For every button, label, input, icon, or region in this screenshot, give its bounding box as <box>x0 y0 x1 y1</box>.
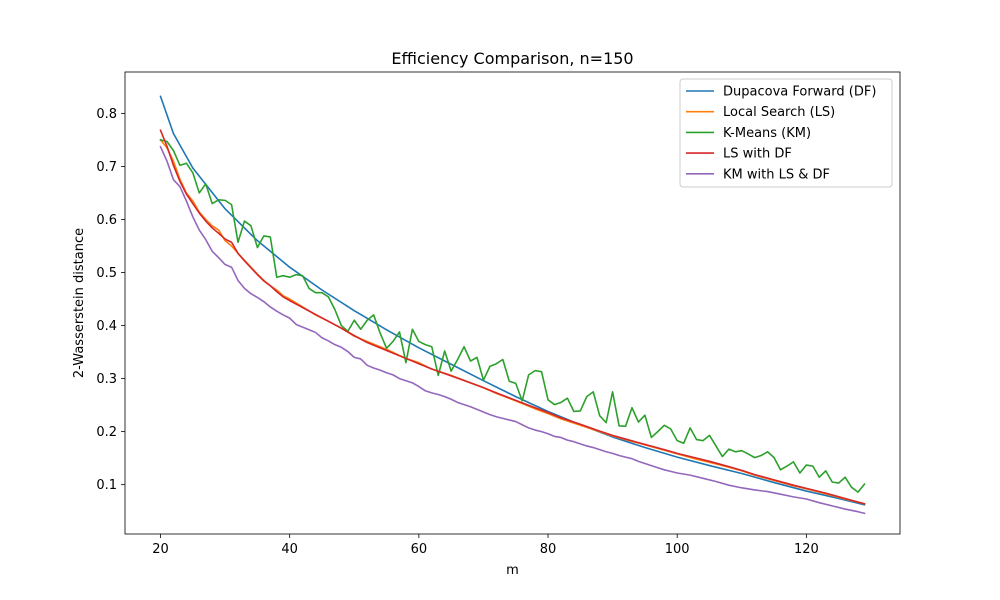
x-axis-label: m <box>506 563 519 578</box>
x-tick-label: 40 <box>281 542 298 557</box>
series-line-4 <box>159 129 866 505</box>
series-line-2 <box>159 138 866 505</box>
x-tick-label: 100 <box>665 542 690 557</box>
series-layer <box>159 95 866 515</box>
legend-label-5: KM with LS & DF <box>723 167 830 182</box>
y-tick-label: 0.1 <box>96 478 117 493</box>
y-tick-label: 0.8 <box>96 107 117 122</box>
y-tick-label: 0.7 <box>96 160 117 175</box>
plot-frame <box>124 71 901 535</box>
y-axis: 0.1 0.2 0.3 0.4 0.5 0.6 0.7 0.8 <box>96 107 125 493</box>
legend-label-1: Dupacova Forward (DF) <box>723 85 876 100</box>
legend-box <box>679 78 893 188</box>
y-tick-label: 0.6 <box>96 213 117 228</box>
chart-title: Efficiency Comparison, n=150 <box>391 49 633 68</box>
y-tick-label: 0.5 <box>96 266 117 281</box>
x-tick-label: 120 <box>794 542 819 557</box>
y-axis-label: 2-Wasserstein distance <box>72 228 87 378</box>
series-line-3 <box>159 138 866 493</box>
y-tick-label: 0.3 <box>96 372 117 387</box>
y-tick-label: 0.2 <box>96 425 117 440</box>
legend-label-3: K-Means (KM) <box>723 126 811 141</box>
legend-label-4: LS with DF <box>723 147 792 162</box>
legend: Dupacova Forward (DF) Local Search (LS) K-… <box>679 78 893 188</box>
series-line-5 <box>159 145 866 515</box>
x-tick-label: 20 <box>152 542 169 557</box>
x-tick-label: 80 <box>540 542 557 557</box>
series-line-1 <box>159 95 866 506</box>
x-tick-label: 60 <box>411 542 428 557</box>
y-tick-label: 0.4 <box>96 319 117 334</box>
legend-label-2: Local Search (LS) <box>723 105 835 120</box>
x-axis: 20 40 60 80 100 120 <box>152 534 819 557</box>
